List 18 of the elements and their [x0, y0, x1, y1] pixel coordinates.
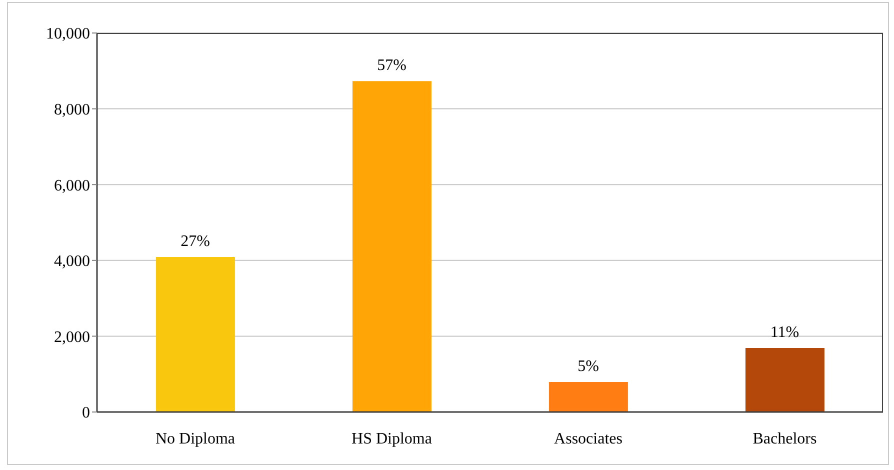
y-tick-label: 6,000 [54, 177, 90, 194]
x-tick-label: No Diploma [155, 430, 236, 448]
bar [352, 81, 432, 412]
x-tick-label: Associates [554, 430, 622, 448]
bar [548, 382, 628, 412]
y-tick-label: 0 [82, 404, 90, 422]
annotation: 57% [377, 57, 406, 74]
bar [156, 256, 235, 412]
bar [745, 348, 824, 412]
y-tick-label: 2,000 [54, 328, 90, 346]
annotation: 5% [578, 358, 599, 376]
y-tick-label: 8,000 [54, 101, 90, 118]
y-tick-label: 10,000 [46, 26, 90, 43]
y-tick-label: 4,000 [54, 253, 90, 270]
annotation: 27% [180, 232, 210, 250]
x-tick-label: Bachelors [752, 430, 817, 448]
annotation: 11% [770, 324, 800, 341]
x-tick-label: HS Diploma [352, 430, 432, 448]
